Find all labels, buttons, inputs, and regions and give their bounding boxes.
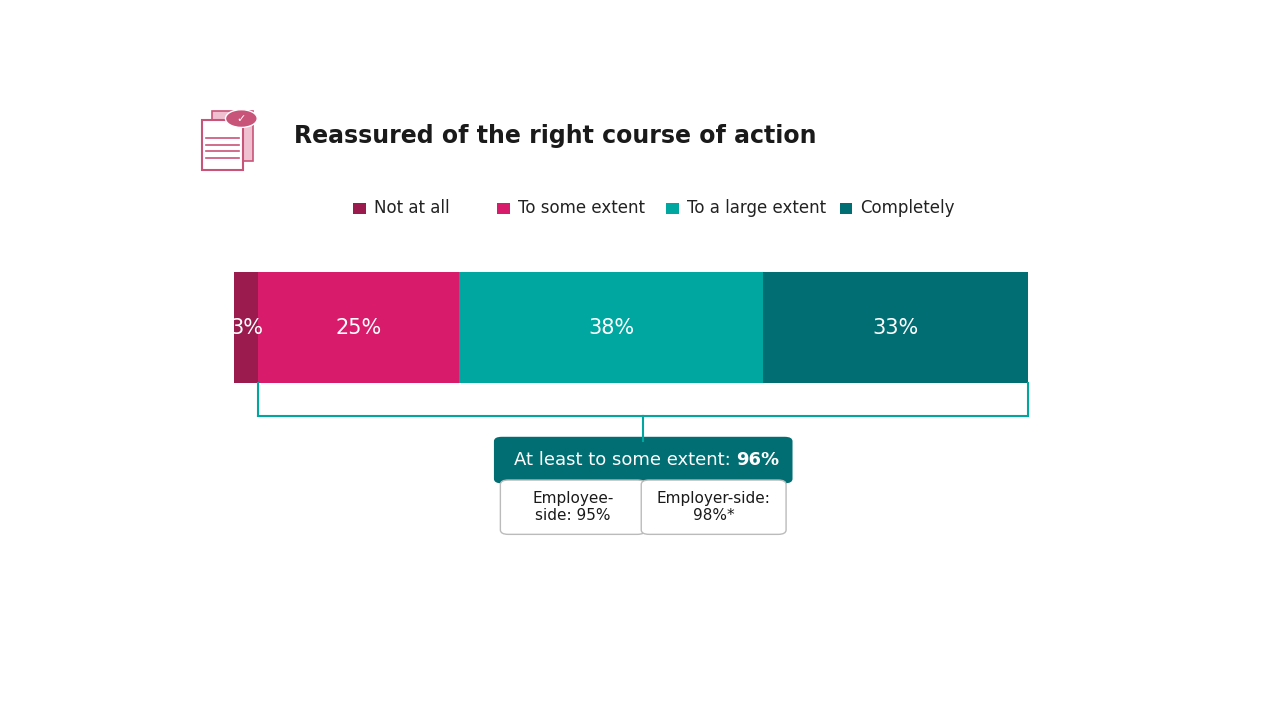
Bar xyxy=(211,112,253,161)
Text: 25%: 25% xyxy=(335,318,381,338)
Text: To a large extent: To a large extent xyxy=(687,199,826,217)
Text: Employer-side:
98%*: Employer-side: 98%* xyxy=(657,491,771,523)
Bar xyxy=(840,203,852,214)
FancyBboxPatch shape xyxy=(494,437,792,483)
Bar xyxy=(763,272,1028,383)
Text: To some extent: To some extent xyxy=(518,199,645,217)
Text: Reassured of the right course of action: Reassured of the right course of action xyxy=(294,125,817,148)
Circle shape xyxy=(225,109,257,127)
Text: Employee-
side: 95%: Employee- side: 95% xyxy=(532,491,613,523)
FancyBboxPatch shape xyxy=(641,480,786,534)
Text: 96%: 96% xyxy=(736,451,780,469)
Bar xyxy=(497,203,511,214)
Text: 33%: 33% xyxy=(873,318,919,338)
Text: ✓: ✓ xyxy=(237,114,246,124)
Bar xyxy=(458,272,763,383)
Bar xyxy=(259,272,458,383)
Bar xyxy=(353,203,366,214)
Text: Not at all: Not at all xyxy=(374,199,449,217)
Text: Completely: Completely xyxy=(860,199,955,217)
FancyBboxPatch shape xyxy=(500,480,645,534)
Bar xyxy=(666,203,678,214)
Text: At least to some extent:: At least to some extent: xyxy=(513,451,736,469)
Bar xyxy=(234,272,259,383)
Bar xyxy=(202,120,243,169)
Text: 3%: 3% xyxy=(230,318,262,338)
Text: 38%: 38% xyxy=(588,318,634,338)
